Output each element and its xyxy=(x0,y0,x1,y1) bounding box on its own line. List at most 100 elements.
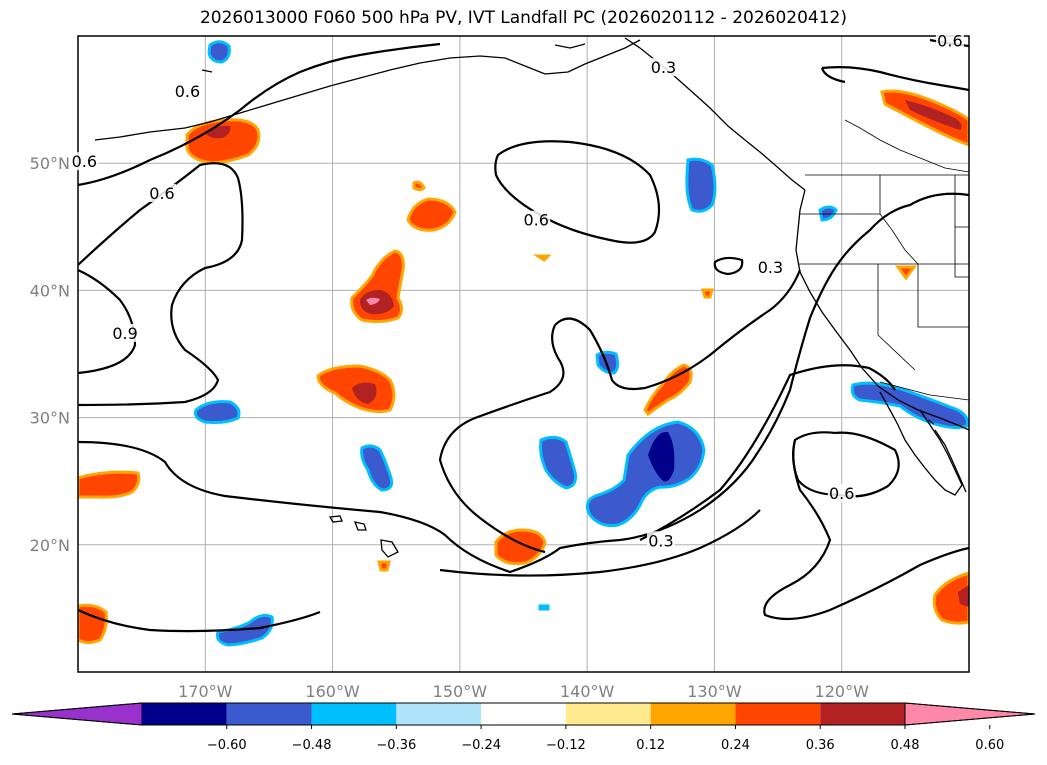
border-ca-nv xyxy=(877,264,916,371)
coast-baja xyxy=(879,391,963,496)
contour-06-far-south xyxy=(78,609,321,633)
colorbar-tick-label: −0.48 xyxy=(292,738,332,753)
graticule xyxy=(78,36,969,672)
pos-area-tiny-40n xyxy=(701,288,714,299)
pos-area-southwest-14n xyxy=(78,603,108,644)
neg-area-top-left xyxy=(207,40,231,64)
longitude-labels: 170°W 160°W 150°W 140°W 130°W 120°W xyxy=(178,682,869,701)
colorbar-tick-label: −0.24 xyxy=(461,738,501,753)
contour-03-south-boundary xyxy=(439,509,761,577)
colorbar-segment xyxy=(142,703,227,725)
pos-core-gulf-alaska xyxy=(905,100,962,130)
contour-06-north xyxy=(78,42,441,187)
map-layers xyxy=(78,37,969,647)
contour-label: 0.6 xyxy=(72,152,97,171)
neg-area-large-25n xyxy=(585,420,706,527)
colorbar-tick-label: 0.12 xyxy=(636,738,665,753)
border-wy-box xyxy=(954,227,969,278)
contour-label: 0.3 xyxy=(758,258,783,277)
colorbar-tick-label: 0.24 xyxy=(721,738,750,753)
neg-area-west-30n xyxy=(193,400,241,424)
contour-label-bg xyxy=(148,184,177,202)
island-hawaii-oahu xyxy=(328,515,343,523)
lon-tick-label: 130°W xyxy=(687,682,742,701)
colorbar-segment xyxy=(650,703,736,725)
lon-tick-label: 160°W xyxy=(305,682,360,701)
contour-label: 0.6 xyxy=(829,484,854,503)
contour-label: 0.3 xyxy=(651,58,676,77)
island-south-baja xyxy=(927,419,935,425)
contour-label-bg xyxy=(646,531,675,550)
border-mt xyxy=(954,175,969,228)
pos-area-gulf-alaska xyxy=(880,89,969,147)
contour-label-bg xyxy=(111,323,140,342)
colorbar-outline xyxy=(11,702,1036,726)
colorbar-extend-low xyxy=(11,702,143,726)
border-idaho xyxy=(879,175,919,265)
colorbar-tick-label: 0.36 xyxy=(806,738,835,753)
coastlines xyxy=(94,37,969,558)
pos-area-tiny-48n xyxy=(412,180,426,191)
pos-area-east-33n xyxy=(643,363,693,417)
contour-label-bg xyxy=(756,257,785,276)
colorbar-tick-label: 0.48 xyxy=(891,738,920,753)
coast-alaska-aleutians xyxy=(94,39,641,141)
colorbar-segment xyxy=(481,703,566,725)
contour-label-bg xyxy=(827,484,856,503)
neg-area-core-25n xyxy=(648,431,675,482)
neg-area-tiny-15n xyxy=(538,604,550,611)
plot-title: 2026013000 F060 500 hPa PV, IVT Landfall… xyxy=(199,8,847,28)
contour-label-bg xyxy=(70,152,99,171)
contour-09 xyxy=(78,268,137,375)
pos-area-47n xyxy=(406,197,457,232)
lon-tick-label: 170°W xyxy=(178,682,233,701)
contour-03-southeast xyxy=(639,364,896,541)
colorbar-tick-label: −0.12 xyxy=(546,738,586,753)
contour-label: 0.3 xyxy=(648,531,673,550)
lat-tick-label: 40°N xyxy=(30,281,70,300)
pos-area-tiny-19n xyxy=(377,560,391,572)
pos-core-southeast xyxy=(958,585,969,607)
contour-label: 0.6 xyxy=(524,211,549,230)
colorbar-extend-high xyxy=(904,702,1036,726)
colorbar-segment xyxy=(311,703,397,725)
neg-area-central-27n xyxy=(539,435,578,490)
lat-tick-label: 50°N xyxy=(30,154,70,173)
contour-label: 0.6 xyxy=(937,31,962,50)
contour-labels: 0.6 0.3 0.6 0.6 0.6 0.9 0.6 0.3 0.6 0.3 xyxy=(70,31,964,550)
colorbar: −0.60 −0.48 −0.36 −0.24 −0.12 0.12 0.24 0.36 0.4… xyxy=(11,702,1036,753)
pos-area-tiny-42n xyxy=(533,254,552,262)
border-nv-ut xyxy=(917,264,969,328)
state-borders xyxy=(798,119,969,401)
island-hawaii-big xyxy=(380,539,399,558)
pos-area-west-25n xyxy=(78,470,141,499)
colorbar-tick-label: −0.36 xyxy=(376,738,416,753)
coast-mexico xyxy=(934,429,967,493)
contour-label: 0.6 xyxy=(149,184,174,203)
contour-03-loop-lower xyxy=(438,324,565,554)
neg-area-north-central xyxy=(685,157,717,213)
contour-label: 0.6 xyxy=(175,82,200,101)
lon-tick-label: 150°W xyxy=(433,682,488,701)
contour-06-southeast-lower xyxy=(763,439,969,621)
lon-tick-label: 140°W xyxy=(560,682,615,701)
pos-area-hawaii-south xyxy=(494,528,547,566)
colorbar-tick-label: 0.60 xyxy=(975,738,1004,753)
pc-contours xyxy=(78,38,969,633)
contour-label-bg xyxy=(173,82,202,101)
colorbar-segment xyxy=(565,703,651,725)
contour-label-bg xyxy=(935,31,964,50)
colorbar-segment xyxy=(226,703,312,725)
coast-us-west xyxy=(795,189,969,431)
map-frame xyxy=(77,35,970,673)
pos-area-tiny-39n-coast xyxy=(895,265,917,281)
contour-03-loop xyxy=(554,269,802,391)
pos-core-33n xyxy=(352,382,377,404)
island-top-left xyxy=(201,69,213,73)
contour-label-bg xyxy=(522,210,551,229)
contour-03-nw xyxy=(821,66,969,92)
colorbar-segment xyxy=(820,703,905,725)
contour-03-west xyxy=(78,192,969,574)
border-us-mexico xyxy=(879,381,969,401)
